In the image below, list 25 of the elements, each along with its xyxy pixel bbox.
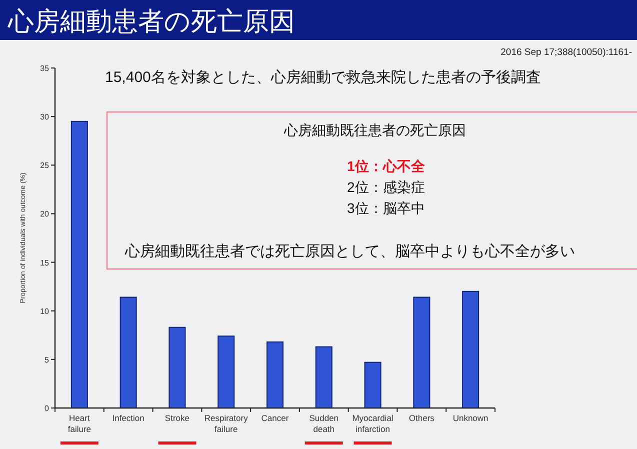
x-tick-label: Myocardial infarction xyxy=(352,413,394,434)
x-tick-label: Heart failure xyxy=(68,413,92,434)
x-tick-label: Others xyxy=(408,413,434,423)
x-tick-label: Stroke xyxy=(164,413,190,423)
annotation: 1位：心不全 xyxy=(347,158,426,174)
y-tick-label: 25 xyxy=(40,161,50,170)
y-tick-label: 5 xyxy=(44,355,50,364)
y-tick-label: 0 xyxy=(44,404,50,413)
annotation: 3位：脳卒中 xyxy=(347,200,425,216)
x-tick-label: Unknown xyxy=(452,413,489,423)
y-tick-label: 15 xyxy=(40,258,50,268)
x-tick-label: Infection xyxy=(112,413,145,423)
x-tick-label: Sudden death xyxy=(309,413,339,434)
x-tick-label: Cancer xyxy=(261,413,289,423)
y-tick-label: 20 xyxy=(40,210,50,219)
text: 2016 Sep 17;388(10050):1161- xyxy=(500,47,632,58)
annotation: 15,400名を対象とした、心房細動で救急来院した患者の予後調査 xyxy=(105,69,541,86)
annotation: 心房細動既往患者の死亡原因 xyxy=(283,122,466,138)
y-tick-label: 10 xyxy=(40,306,50,316)
y-tick-label: 30 xyxy=(40,112,50,122)
x-tick-label: Respiratory failure xyxy=(204,413,249,434)
annotation: 心房細動既往患者では死亡原因として、脳卒中よりも心不全が多い xyxy=(124,243,575,260)
y-tick-label: 35 xyxy=(40,64,50,73)
annotation: 2位：感染症 xyxy=(347,179,425,195)
chart-title: 心房細動患者の死亡原因 xyxy=(7,6,295,36)
